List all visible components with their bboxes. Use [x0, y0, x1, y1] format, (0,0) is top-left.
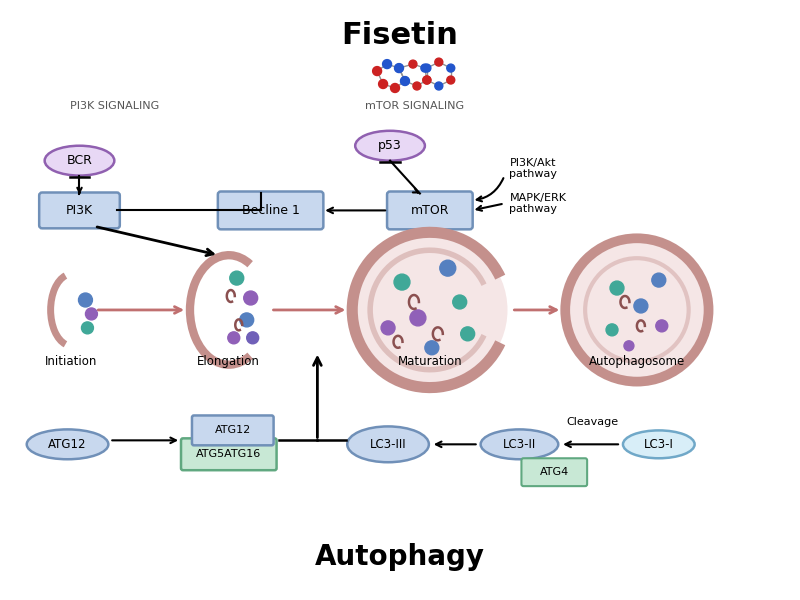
FancyBboxPatch shape [522, 458, 587, 486]
Text: ATG5ATG16: ATG5ATG16 [196, 449, 262, 459]
Circle shape [446, 64, 454, 72]
Circle shape [230, 271, 244, 285]
Circle shape [409, 60, 417, 68]
Circle shape [395, 64, 403, 72]
Circle shape [461, 327, 474, 341]
Text: Initiation: Initiation [46, 355, 98, 368]
Text: mTOR: mTOR [410, 204, 449, 217]
Text: Becline 1: Becline 1 [242, 204, 299, 217]
Text: LC3-II: LC3-II [503, 438, 536, 451]
Text: Cleavage: Cleavage [566, 418, 618, 427]
Text: BCR: BCR [66, 154, 93, 167]
Text: PI3K: PI3K [66, 204, 93, 217]
Circle shape [656, 320, 668, 332]
Ellipse shape [355, 131, 425, 161]
FancyBboxPatch shape [218, 191, 323, 229]
Circle shape [606, 324, 618, 336]
Text: ATG12: ATG12 [214, 425, 251, 436]
FancyBboxPatch shape [39, 193, 120, 229]
Ellipse shape [45, 146, 114, 176]
Circle shape [246, 332, 258, 344]
Circle shape [423, 76, 431, 84]
Circle shape [228, 332, 240, 344]
Circle shape [610, 281, 624, 295]
Circle shape [352, 232, 507, 388]
FancyBboxPatch shape [387, 191, 473, 229]
Text: PI3K/Akt
pathway: PI3K/Akt pathway [510, 158, 558, 179]
Text: ATG12: ATG12 [48, 438, 86, 451]
Text: LC3-III: LC3-III [370, 438, 406, 451]
Text: PI3K SIGNALING: PI3K SIGNALING [70, 101, 158, 111]
Circle shape [423, 76, 431, 84]
Circle shape [435, 82, 443, 90]
Circle shape [86, 308, 98, 320]
Text: Fisetin: Fisetin [342, 21, 458, 50]
FancyBboxPatch shape [181, 439, 277, 470]
Circle shape [394, 274, 410, 290]
Text: MAPK/ERK
pathway: MAPK/ERK pathway [510, 193, 566, 214]
Text: p53: p53 [378, 139, 402, 152]
Ellipse shape [347, 427, 429, 462]
Ellipse shape [481, 430, 558, 459]
FancyBboxPatch shape [192, 415, 274, 445]
Circle shape [566, 238, 709, 382]
Circle shape [373, 67, 382, 76]
Circle shape [82, 322, 94, 334]
Circle shape [394, 64, 403, 73]
Circle shape [435, 58, 443, 66]
Text: Autophagy: Autophagy [315, 543, 485, 571]
Text: ATG4: ATG4 [540, 467, 569, 477]
Circle shape [382, 59, 391, 68]
Circle shape [440, 260, 456, 276]
Circle shape [78, 293, 93, 307]
Ellipse shape [623, 430, 694, 458]
Text: Autophagosome: Autophagosome [589, 355, 685, 368]
Text: mTOR SIGNALING: mTOR SIGNALING [366, 101, 465, 111]
Circle shape [381, 321, 395, 335]
Circle shape [413, 82, 421, 90]
Circle shape [453, 295, 466, 309]
Circle shape [378, 80, 387, 88]
Circle shape [410, 310, 426, 326]
Circle shape [390, 83, 399, 92]
Circle shape [634, 299, 648, 313]
Circle shape [421, 64, 429, 72]
Circle shape [652, 273, 666, 287]
Ellipse shape [26, 430, 108, 459]
Circle shape [244, 291, 258, 305]
Text: Maturation: Maturation [398, 355, 462, 368]
Text: Elongation: Elongation [198, 355, 260, 368]
Circle shape [446, 76, 454, 84]
Text: LC3-I: LC3-I [644, 438, 674, 451]
Circle shape [240, 313, 254, 327]
Circle shape [624, 341, 634, 351]
Circle shape [401, 77, 409, 85]
Circle shape [425, 341, 439, 355]
Circle shape [401, 77, 410, 85]
Circle shape [423, 64, 431, 72]
